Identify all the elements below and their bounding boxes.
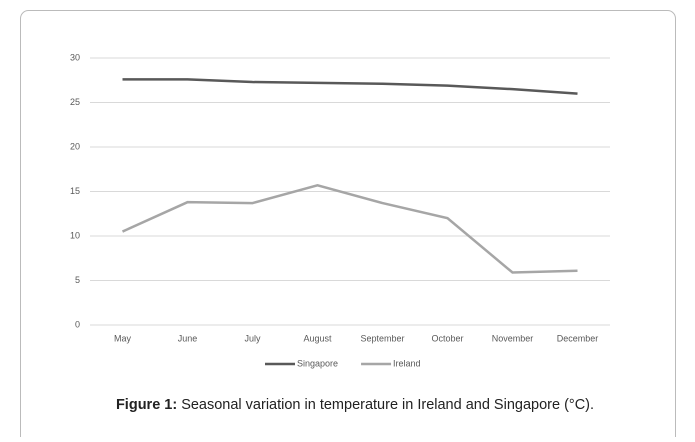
x-tick-label: June (178, 333, 198, 343)
x-tick-label: October (431, 333, 463, 343)
y-tick-label: 0 (75, 319, 80, 329)
y-tick-label: 25 (70, 97, 80, 107)
legend-label: Singapore (297, 358, 338, 368)
x-tick-label: May (114, 333, 132, 343)
frame (20, 10, 676, 442)
x-tick-label: November (492, 333, 534, 343)
caption-text: Seasonal variation in temperature in Ire… (181, 397, 594, 413)
y-tick-label: 15 (70, 186, 80, 196)
x-tick-label: July (244, 333, 261, 343)
caption-label: Figure 1: (116, 397, 177, 413)
x-tick-label: August (303, 333, 332, 343)
y-tick-label: 5 (75, 275, 80, 285)
x-tick-label: December (557, 333, 599, 343)
legend-label: Ireland (393, 358, 421, 368)
y-tick-label: 20 (70, 141, 80, 151)
line-series (121, 183, 578, 274)
y-tick-label: 10 (70, 230, 80, 240)
caption: Figure 1: Seasonal variation in temperatu… (116, 397, 594, 413)
x-tick-label: September (360, 333, 404, 343)
y-tick-label: 30 (70, 52, 80, 62)
line-series (122, 78, 578, 95)
